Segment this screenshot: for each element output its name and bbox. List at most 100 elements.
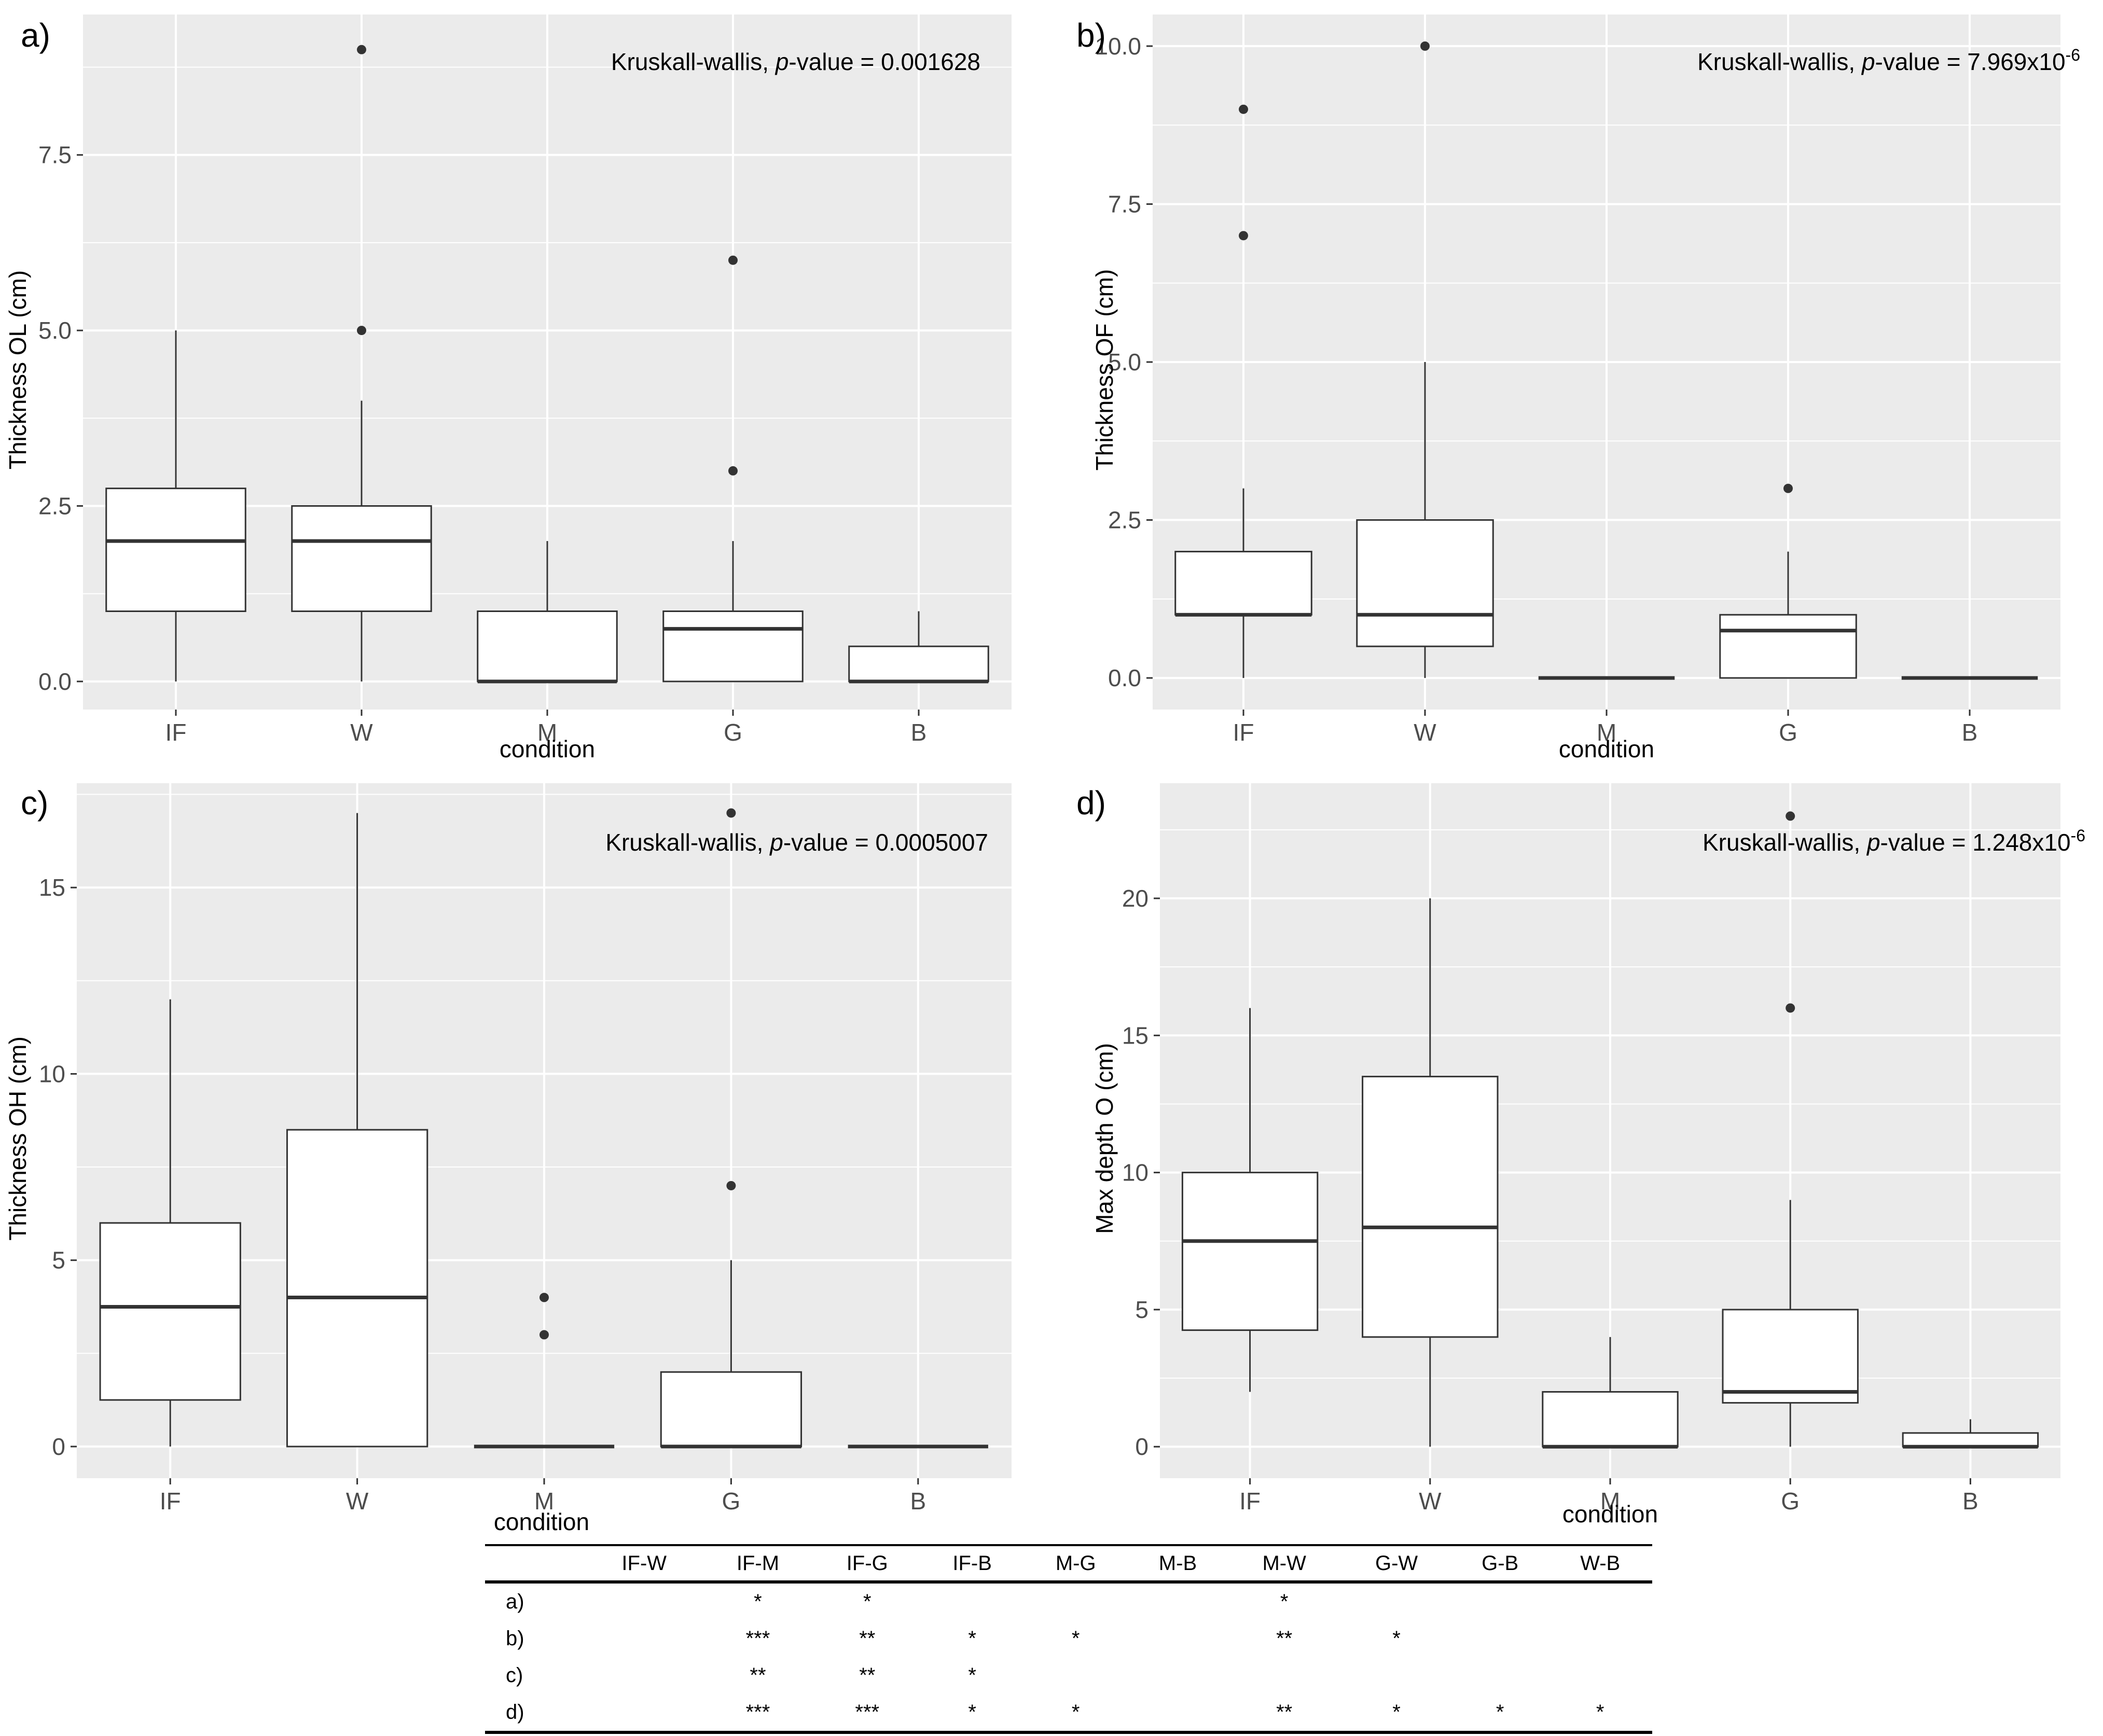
box-body — [848, 645, 989, 683]
box-body — [291, 505, 432, 613]
outlier-point — [357, 45, 366, 54]
x-tick-label: B — [910, 1488, 926, 1515]
y-tick-label: 0.0 — [38, 668, 72, 695]
table-cell — [1023, 1657, 1128, 1694]
box-body — [1722, 1309, 1859, 1404]
y-tick-label: 0.0 — [1108, 664, 1141, 691]
box-body — [105, 488, 246, 613]
box-M — [477, 541, 618, 684]
y-axis-label: Thickness OL (cm) — [4, 270, 31, 469]
outlier-point — [539, 1330, 549, 1340]
y-tick-label: 5.0 — [1108, 349, 1141, 376]
box-W — [286, 813, 428, 1448]
outlier-point — [1239, 104, 1248, 114]
x-axis-label: condition — [1562, 1501, 1658, 1527]
y-tick-label: 7.5 — [38, 142, 72, 169]
box-IF — [105, 330, 246, 682]
box-W — [1356, 41, 1494, 678]
table-header-cell: M-B — [1128, 1544, 1228, 1584]
table-cell: * — [1280, 1590, 1289, 1613]
x-axis-label: condition — [500, 735, 595, 762]
table-cell — [1341, 1582, 1452, 1620]
box-body — [662, 610, 804, 683]
box-B — [848, 611, 989, 684]
table-cell — [1128, 1694, 1228, 1734]
y-tick-label: 10.0 — [1095, 33, 1141, 60]
x-axis-label: condition — [1559, 735, 1654, 762]
table-cell — [586, 1657, 702, 1694]
box-IF — [1174, 104, 1312, 678]
box-body — [99, 1222, 241, 1401]
box-G — [1719, 483, 1857, 679]
table-cell — [1452, 1657, 1548, 1694]
outlier-point — [1786, 811, 1795, 821]
table-cell — [921, 1582, 1023, 1620]
table-header-cell: M-W — [1227, 1544, 1341, 1584]
outlier-point — [726, 808, 736, 818]
table-cell: * — [1071, 1627, 1080, 1650]
y-tick-label: 10 — [1122, 1159, 1149, 1186]
significance-table: IF-W IF-M IF-G IF-B M-G M-B M-W G-W G-B … — [485, 1544, 1652, 1734]
box-body — [286, 1129, 428, 1448]
x-tick-label: M — [534, 1488, 554, 1515]
table-header-cell: W-B — [1548, 1544, 1652, 1584]
x-tick-label: W — [350, 719, 373, 746]
table-row-label: c) — [506, 1664, 523, 1687]
box-body — [660, 1371, 803, 1448]
table-cell: ** — [1227, 1694, 1341, 1734]
table-cell: * — [1451, 1694, 1548, 1734]
table-cell: ** — [859, 1664, 876, 1687]
table-header-cell: G-B — [1451, 1544, 1548, 1584]
table-row-label: a) — [506, 1590, 524, 1613]
panel-label: d) — [1076, 784, 1106, 822]
x-tick-label: IF — [160, 1488, 181, 1515]
y-tick-label: 5 — [52, 1247, 65, 1274]
panel-label: c) — [21, 784, 48, 822]
box-body — [1356, 519, 1494, 647]
y-tick-label: 5 — [1135, 1296, 1149, 1323]
x-tick-label: M — [1600, 1488, 1620, 1515]
table-cell: * — [968, 1627, 976, 1650]
table-header-row: IF-W IF-M IF-G IF-B M-G M-B M-W G-W G-B … — [485, 1544, 1652, 1584]
y-tick-label: 10 — [39, 1060, 65, 1087]
box-G — [662, 255, 804, 683]
table-cell: * — [1341, 1694, 1452, 1734]
x-tick-label: G — [1779, 719, 1797, 746]
table-cell — [1452, 1620, 1548, 1657]
table-cell: *** — [813, 1694, 921, 1734]
table-cell — [1548, 1620, 1652, 1657]
table-header-cell: M-G — [1023, 1544, 1128, 1584]
box-B — [1902, 1419, 2039, 1449]
box-body — [1542, 1391, 1679, 1448]
table-cell — [1227, 1657, 1341, 1694]
box-body — [1362, 1076, 1499, 1338]
y-tick-label: 0 — [52, 1433, 65, 1460]
kruskal-wallis-annotation: Kruskall-wallis, p-value = 0.0005007 — [605, 829, 988, 856]
table-header-cell: IF-B — [921, 1544, 1023, 1584]
y-axis-label: Thickness OF (cm) — [1091, 269, 1118, 470]
kruskal-wallis-annotation: Kruskall-wallis, p-value = 7.969x10-6 — [1697, 46, 2080, 75]
table-cell — [1023, 1582, 1128, 1620]
x-tick-label: M — [1597, 719, 1616, 746]
table-cell: *** — [745, 1627, 770, 1650]
x-tick-label: IF — [1239, 1488, 1261, 1515]
outlier-point — [1239, 231, 1248, 241]
y-axis-label: Thickness OH (cm) — [4, 1036, 31, 1241]
table-row: d) *** *** * * ** * * * — [485, 1694, 1652, 1734]
table-cell: * — [1023, 1694, 1128, 1734]
table-cell: * — [968, 1664, 976, 1687]
box-body — [1719, 614, 1857, 679]
table-header-cell: IF-W — [586, 1544, 703, 1584]
table-header-cell: IF-M — [702, 1544, 813, 1584]
y-tick-label: 0 — [1135, 1433, 1149, 1460]
box-body — [477, 610, 618, 683]
kruskal-wallis-annotation: Kruskall-wallis, p-value = 0.001628 — [611, 48, 980, 75]
table-cell — [586, 1620, 702, 1657]
y-tick-label: 5.0 — [38, 317, 72, 344]
panel-label: b) — [1076, 17, 1106, 54]
table-cell — [1548, 1582, 1652, 1620]
y-tick-label: 15 — [1122, 1022, 1149, 1049]
